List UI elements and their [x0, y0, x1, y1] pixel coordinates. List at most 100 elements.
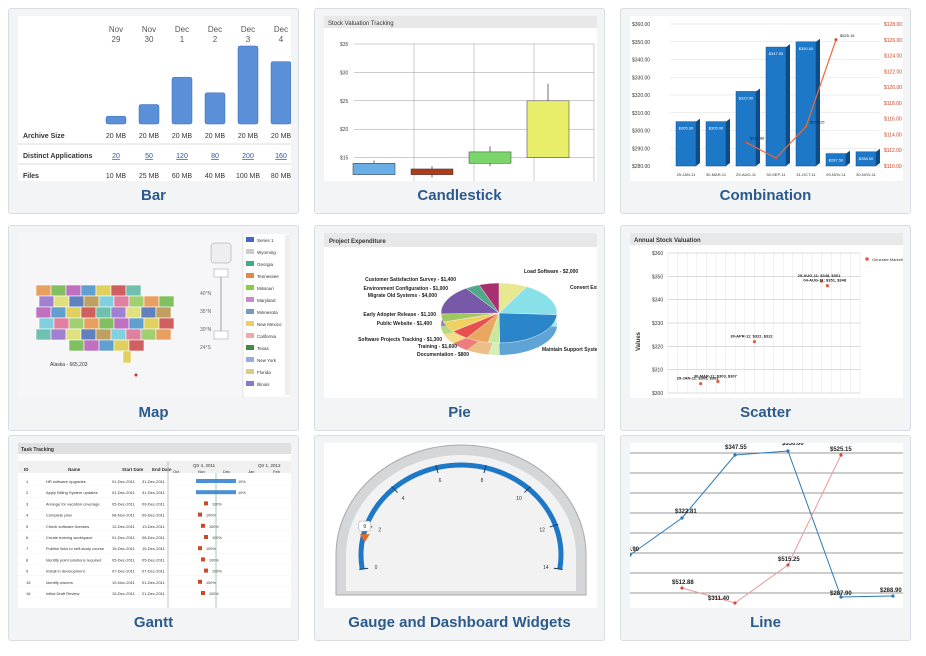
card-label-gantt[interactable]: Gantt [133, 614, 174, 631]
scatter-ylabel: Values [636, 331, 642, 351]
candle-ytick: $20 [340, 127, 349, 133]
gauge-tick [391, 486, 398, 493]
gantt-row-start: 15-Dec-2011 [112, 591, 136, 596]
card-pie[interactable]: Project Expenditure Load Software - $2,00… [314, 225, 605, 431]
card-map[interactable]: Alaska - 665,203 40°N 35°N 30°N 24°S Series 1… [8, 225, 299, 431]
gantt-row-id: 3 [26, 501, 29, 506]
map-state [83, 339, 100, 352]
map-latitude-label: 40°N [200, 291, 212, 297]
pie-title: Project Expenditure [329, 239, 386, 245]
line-point-blue [680, 516, 684, 520]
gantt-row-start: 12-Dec-2011 [112, 524, 136, 529]
gauge-tick [435, 464, 439, 474]
map-latitude-label: 24°S [200, 345, 212, 351]
gantt-row-name: Complete plan [46, 513, 72, 518]
card-label-gauge[interactable]: Gauge and Dashboard Widgets [348, 614, 571, 631]
gantt-row-end: 31-Dec-2011 [142, 490, 166, 495]
gauge-tick-label: 2 [378, 527, 381, 533]
line-data-label: $350.00 [782, 443, 804, 447]
gantt-row-end: 15-Dec-2011 [142, 546, 166, 551]
map-legend-swatch [246, 249, 254, 254]
bar-date-month: Dec [241, 25, 255, 34]
map-state [98, 295, 115, 308]
combo-right-tick: $112.00 [884, 148, 902, 154]
bar-mark [105, 115, 127, 125]
candle-ytick: $25 [340, 99, 349, 105]
card-line[interactable]: $347.55 $350.00 $322.81 $525.15 $512.88 $515.… [620, 435, 911, 641]
gantt-task-bar [204, 568, 208, 573]
map-state [143, 317, 160, 330]
card-label-line[interactable]: Line [750, 614, 781, 631]
map-state [113, 295, 130, 308]
map-legend-swatch [246, 285, 254, 290]
combo-xtick: 29-JAN-11 [677, 172, 697, 177]
bar-date-day: 29 [112, 35, 121, 44]
gauge-tick-label: 10 [516, 496, 522, 502]
card-scatter[interactable]: Annual Stock Valuation $360 $350 $340 $330 $3… [620, 225, 911, 431]
map-state [98, 339, 115, 352]
pie-slice [498, 286, 558, 315]
bar-date-day: 3 [246, 35, 251, 44]
bar-date-month: Nov [142, 25, 156, 34]
card-label-bar[interactable]: Bar [140, 187, 166, 204]
map-state [35, 328, 52, 341]
gantt-row-id: 16 [26, 591, 31, 596]
map-state [155, 328, 172, 341]
map-legend-swatch [246, 261, 254, 266]
map-legend-label: Maryland [257, 298, 276, 303]
combo-right-tick: $120.00 [884, 85, 902, 91]
map-zoom-out [213, 330, 229, 340]
bar-mark [237, 45, 259, 125]
card-bar[interactable]: Nov 29 20 MB 20 10 MB Nov 30 20 MB 50 25 MB Dec 1 20… [8, 8, 299, 214]
bar-archive-value: 20 MB [172, 133, 193, 140]
scatter-thumbnail: Annual Stock Valuation $360 $350 $340 $330 $3… [630, 233, 903, 398]
combo-left-tick: $310.00 [632, 111, 650, 117]
card-label-pie[interactable]: Pie [448, 404, 471, 421]
pie-slice-label: Convert Existing Data - $4,500 [570, 285, 597, 291]
line-point-pink [786, 563, 790, 567]
bar-files-value: 25 MB [139, 173, 160, 180]
combo-bar-side [696, 118, 700, 166]
card-label-scatter[interactable]: Scatter [740, 404, 791, 421]
bar-mark [204, 92, 226, 125]
candle-body [410, 168, 454, 175]
gantt-row-id: 7 [26, 546, 29, 551]
line-data-label: $287.90 [830, 591, 852, 597]
gantt-row-end: 13-Dec-2011 [142, 524, 166, 529]
gantt-row-start: 15-Dec-2011 [112, 546, 136, 551]
card-label-candlestick[interactable]: Candlestick [417, 187, 502, 204]
candle-body [526, 100, 570, 158]
gantt-task-bar [201, 591, 205, 595]
pie-slice-label: Environment Configuration - $1,000 [364, 286, 449, 292]
combo-bar [735, 91, 757, 167]
gauge-tick [553, 567, 563, 570]
line-data-label: $0.90 [630, 547, 640, 553]
pie-slice-label: Documentation - $800 [417, 352, 469, 358]
card-combination[interactable]: $360.00 $350.00 $340.00 $330.00 $320.00 $310.… [620, 8, 911, 214]
map-state [143, 295, 160, 308]
card-gantt[interactable]: Task Tracking ID Name Start Date End Date Qtr… [8, 435, 299, 641]
map-latitude-label: 35°N [200, 309, 212, 315]
map-legend-swatch [246, 321, 254, 326]
scatter-point-label: 04-AUG-11: $351, $348 [803, 278, 846, 283]
map-legend-swatch [246, 237, 254, 242]
gantt-row-end: 01-Dec-2011 [142, 580, 166, 585]
bar-files-value: 60 MB [172, 173, 193, 180]
card-gauge[interactable]: 0 2 4 6 8 10 12 14 9 Gauge and Dashboard Widgets [314, 435, 605, 641]
card-candlestick[interactable]: Stock Valuation Tracking $35 $30 $25 $20 $15 … [314, 8, 605, 214]
gantt-row-name: HR software upgrades [46, 479, 86, 484]
gauge-value-box [358, 520, 372, 532]
gauge-tick-label: 4 [402, 496, 405, 502]
card-label-map[interactable]: Map [138, 404, 169, 421]
gantt-month-label: Jan [248, 469, 254, 474]
map-state [113, 317, 130, 330]
gantt-month-label: Nov [198, 469, 205, 474]
combo-bar-side [786, 44, 790, 167]
map-legend-label: Series 1 [257, 238, 274, 243]
gantt-chart-svg: Task Tracking ID Name Start Date End Date Qtr… [18, 443, 291, 608]
card-label-combination[interactable]: Combination [719, 187, 812, 204]
gantt-row-start: 08-Nov-2011 [112, 513, 136, 518]
scatter-point-label: 30-APR-11: $322, $322 [730, 334, 773, 339]
gauge-tick-label: 12 [539, 527, 545, 533]
